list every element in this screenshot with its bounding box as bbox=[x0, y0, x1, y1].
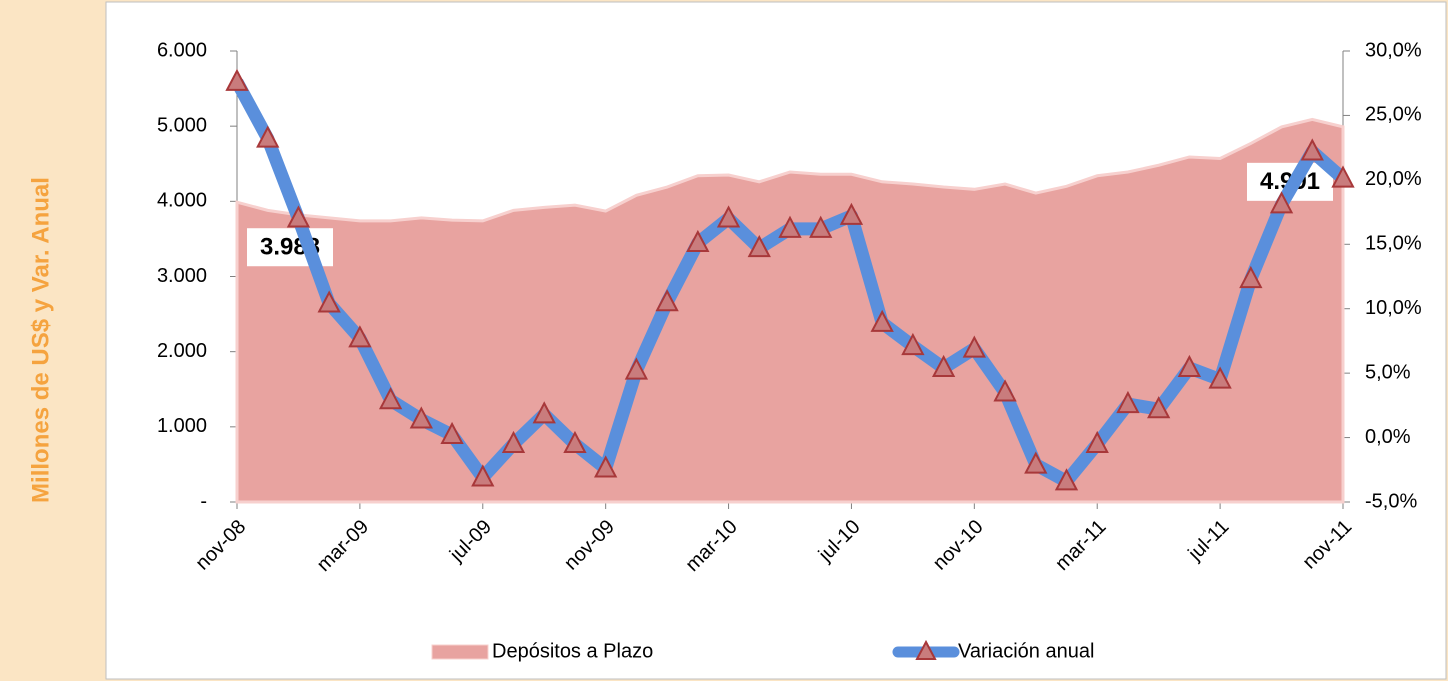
y-tick-label: 6.000 bbox=[157, 39, 207, 61]
marker bbox=[256, 125, 280, 148]
marker bbox=[839, 202, 864, 225]
marker bbox=[624, 357, 649, 380]
y2-tick-label: 25,0% bbox=[1365, 104, 1422, 126]
y-tick-label: 1.000 bbox=[157, 415, 207, 437]
legend-label: Variación anual bbox=[958, 640, 1094, 662]
marker bbox=[686, 229, 710, 252]
legend-label: Depósitos a Plazo bbox=[492, 640, 653, 662]
marker bbox=[1116, 390, 1140, 414]
marker bbox=[1024, 451, 1048, 474]
marker bbox=[747, 235, 771, 258]
y2-tick-label: 5,0% bbox=[1365, 361, 1411, 383]
marker bbox=[870, 309, 894, 332]
marker bbox=[931, 354, 956, 377]
y2-tick-label: 30,0% bbox=[1365, 39, 1422, 61]
y-axis-label: Millones de US$ y Var. Anual bbox=[27, 177, 54, 503]
marker bbox=[1085, 430, 1109, 454]
y2-tick-label: 20,0% bbox=[1365, 168, 1422, 190]
marker bbox=[716, 205, 741, 228]
marker bbox=[440, 421, 464, 444]
marker bbox=[1300, 138, 1324, 161]
marker bbox=[901, 332, 925, 356]
y-tick-label: 5.000 bbox=[157, 114, 207, 136]
marker bbox=[1239, 265, 1263, 289]
legend-marker bbox=[915, 639, 937, 660]
marker bbox=[378, 387, 403, 410]
marker bbox=[778, 215, 802, 238]
marker bbox=[1147, 396, 1171, 419]
marker bbox=[317, 290, 341, 313]
marker bbox=[1269, 191, 1294, 214]
area bbox=[235, 117, 1345, 504]
marker bbox=[1054, 468, 1079, 491]
marker bbox=[1208, 366, 1232, 389]
y2-tick-label: 10,0% bbox=[1365, 297, 1422, 319]
marker bbox=[962, 335, 986, 358]
marker bbox=[563, 430, 587, 454]
marker bbox=[532, 401, 556, 424]
y-tick-label: - bbox=[200, 490, 207, 512]
marker bbox=[655, 289, 679, 312]
marker bbox=[348, 325, 372, 348]
y-tick-label: 3.000 bbox=[157, 265, 207, 287]
marker bbox=[286, 205, 311, 228]
marker bbox=[993, 379, 1017, 402]
y-tick-label: 2.000 bbox=[157, 340, 207, 362]
marker bbox=[501, 430, 526, 454]
marker bbox=[1177, 354, 1202, 377]
marker bbox=[471, 464, 495, 487]
marker bbox=[1331, 165, 1355, 188]
marker bbox=[594, 455, 618, 478]
marker bbox=[225, 68, 249, 91]
marker bbox=[809, 215, 833, 238]
legend-swatch bbox=[431, 644, 489, 660]
y2-tick-label: -5,0% bbox=[1365, 490, 1417, 512]
y2-tick-label: 0,0% bbox=[1365, 426, 1411, 448]
y-tick-label: 4.000 bbox=[157, 190, 207, 212]
y2-tick-label: 15,0% bbox=[1365, 233, 1422, 255]
marker bbox=[409, 406, 433, 429]
